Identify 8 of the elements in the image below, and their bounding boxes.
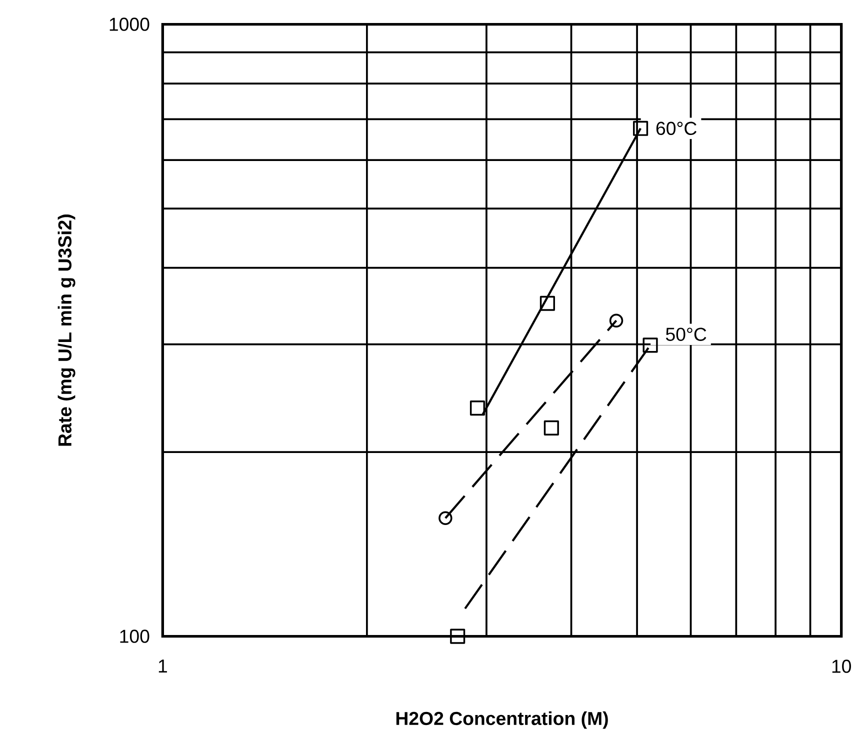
x-tick-label: 1 bbox=[158, 660, 167, 673]
x-axis-title: H2O2 Concentration (M) bbox=[396, 711, 608, 729]
y-axis-title: Rate (mg U/L min g U3Si2) bbox=[58, 214, 76, 446]
y-tick-label: 100 bbox=[120, 630, 150, 643]
series-label: 50°C bbox=[666, 328, 706, 341]
series-label: 60°C bbox=[656, 122, 696, 136]
x-tick-label: 10 bbox=[832, 660, 851, 673]
y-tick-label: 1000 bbox=[110, 18, 150, 31]
